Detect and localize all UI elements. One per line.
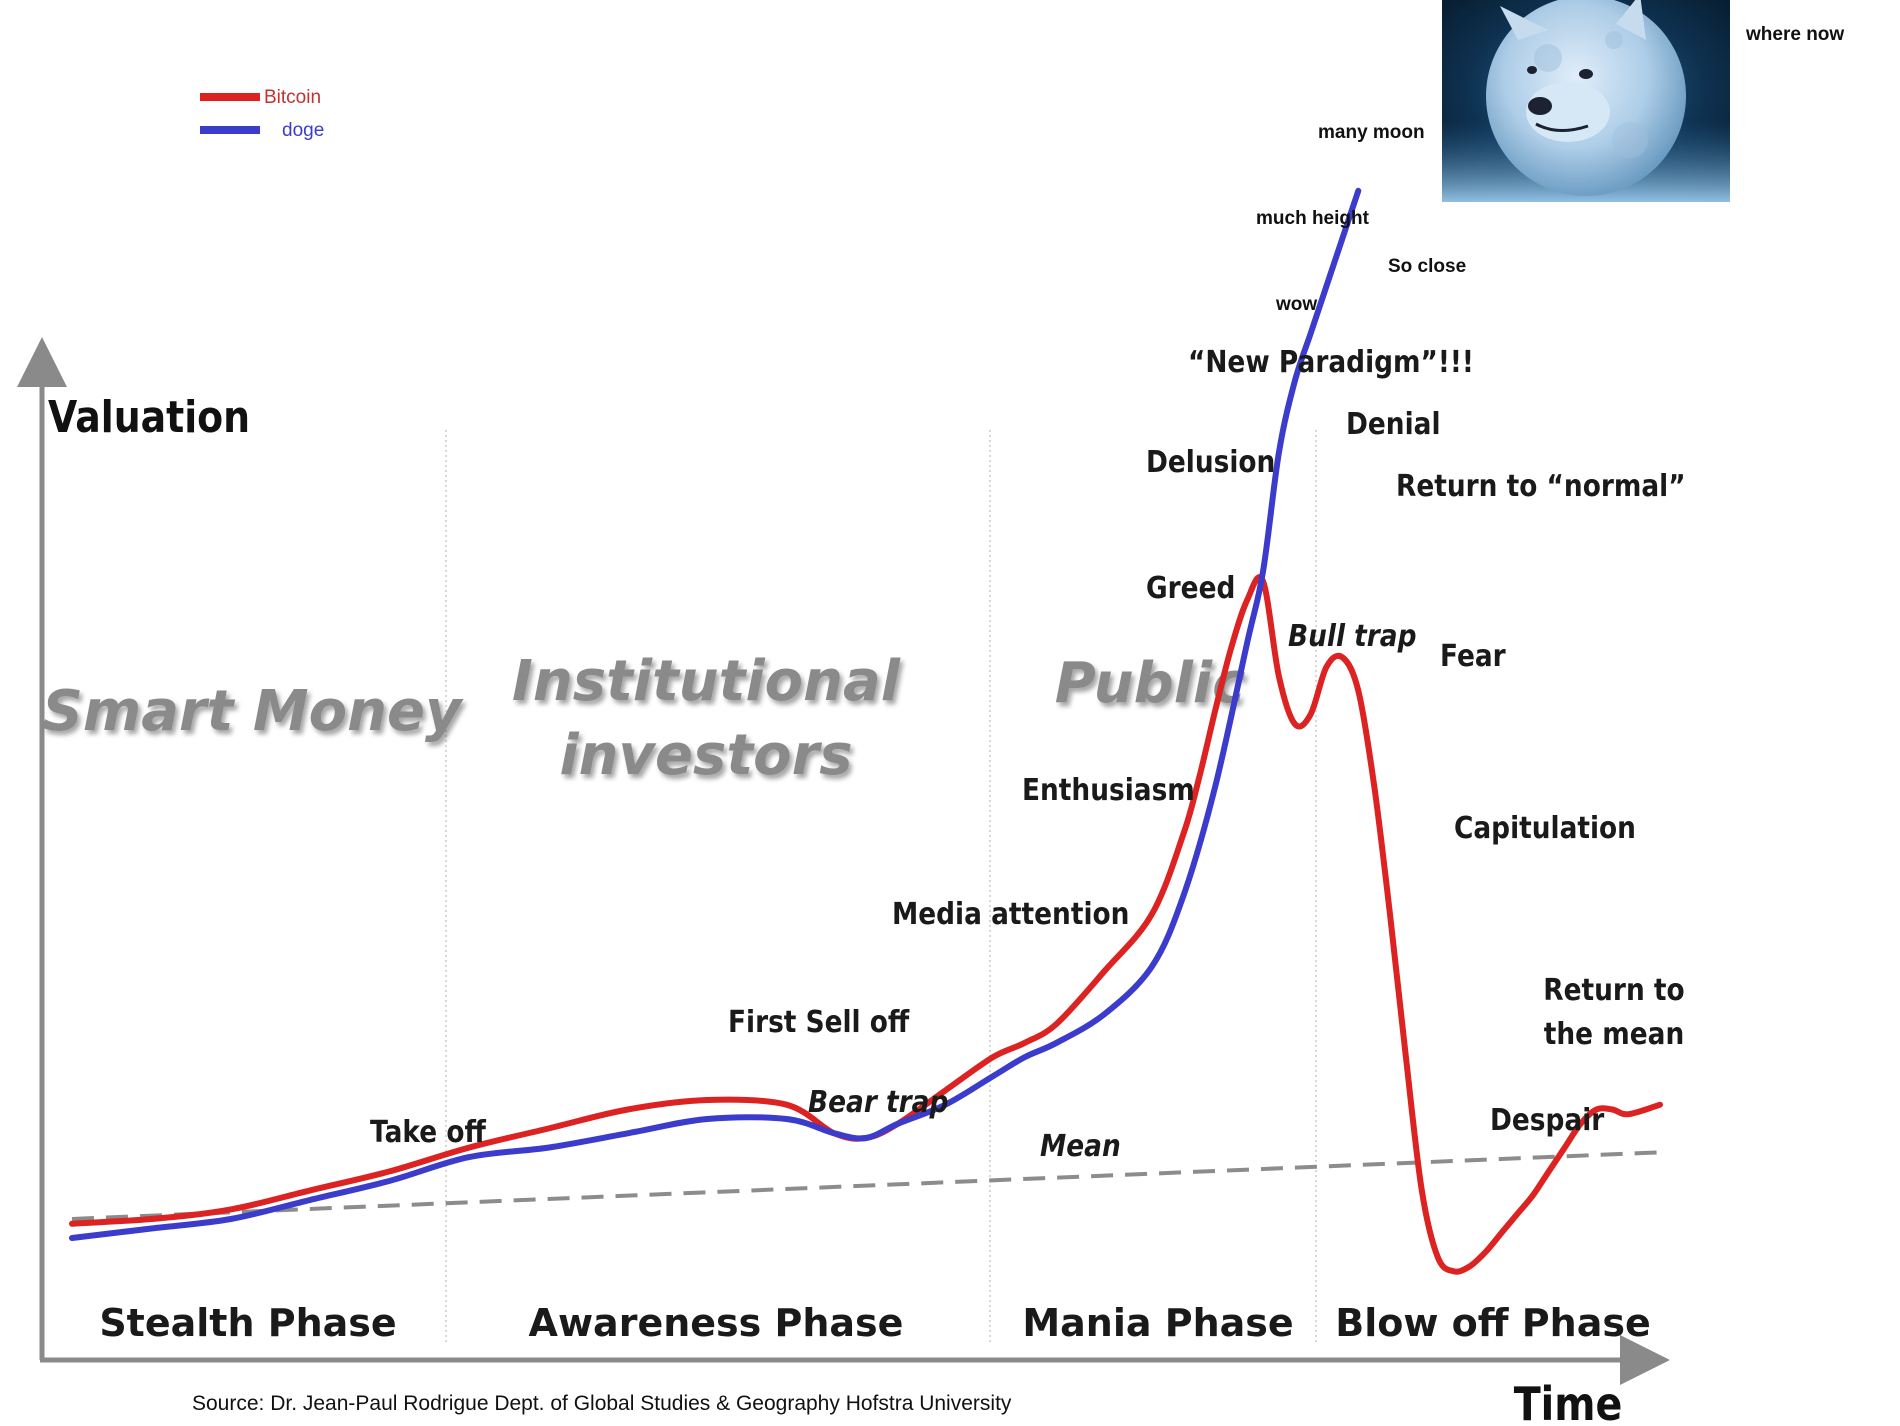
doge-annot-much-height: much height: [1256, 208, 1370, 229]
annot-delusion: Delusion: [1146, 444, 1275, 479]
source-note: Source: Dr. Jean-Paul Rodrigue Dept. of …: [192, 1392, 1012, 1415]
annot-greed: Greed: [1146, 570, 1235, 605]
annot-return-to: Return to: [1543, 972, 1684, 1007]
annot-bear-trap: Bear trap: [808, 1084, 948, 1119]
annot-bull-trap: Bull trap: [1288, 618, 1417, 653]
x-axis-label: Time: [1514, 1378, 1623, 1426]
legend-label-doge: doge: [282, 120, 324, 141]
legend: Bitcoin doge: [200, 87, 324, 141]
annot-denial: Denial: [1346, 406, 1441, 441]
annot-first-sell-off: First Sell off: [728, 1004, 910, 1039]
phase-blow-off: Blow off Phase: [1335, 1301, 1651, 1345]
annot-new-paradigm: “New Paradigm”!!!: [1188, 344, 1474, 379]
group-institutional: Institutional: [512, 649, 901, 714]
annot-fear: Fear: [1440, 638, 1506, 673]
annot-media-attention: Media attention: [892, 896, 1129, 931]
annot-enthusiasm: Enthusiasm: [1022, 772, 1195, 807]
doge-annot-many-moon: many moon: [1318, 122, 1425, 143]
phase-stealth: Stealth Phase: [99, 1301, 396, 1345]
group-investors: investors: [559, 723, 852, 788]
annot-return-to-normal: Return to “normal”: [1396, 468, 1686, 503]
doge-annot-where-now: where now: [1745, 24, 1844, 45]
doge-annot-wow: wow: [1275, 294, 1317, 315]
annot-capitulation: Capitulation: [1454, 810, 1636, 845]
annot-take-off: Take off: [370, 1114, 487, 1149]
doge-annot-so-close: So close: [1388, 256, 1466, 277]
phase-awareness: Awareness Phase: [529, 1301, 904, 1345]
doge-moon-image: [1442, 0, 1730, 202]
phase-mania: Mania Phase: [1022, 1301, 1293, 1345]
annot-mean: Mean: [1040, 1128, 1121, 1163]
annot-the-mean: the mean: [1544, 1016, 1685, 1051]
legend-label-bitcoin: Bitcoin: [264, 87, 321, 108]
group-smart-money: Smart Money: [43, 679, 464, 744]
y-axis-label: Valuation: [48, 391, 250, 442]
annot-despair: Despair: [1490, 1102, 1604, 1137]
